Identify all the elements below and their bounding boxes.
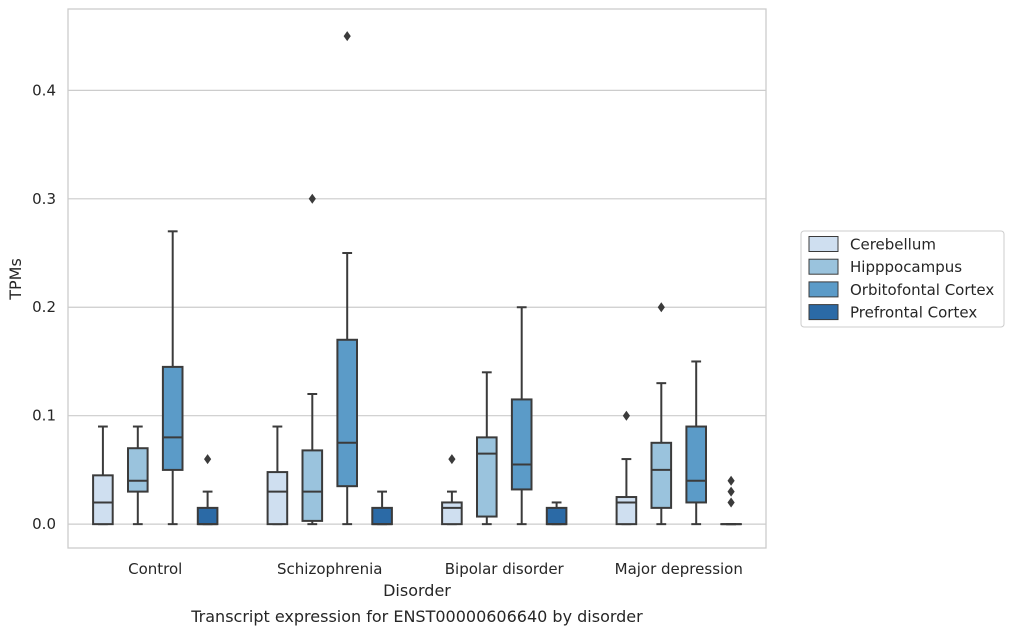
outlier-point bbox=[727, 486, 735, 497]
box-body bbox=[615, 496, 638, 526]
legend-swatch bbox=[808, 236, 839, 252]
box-body bbox=[650, 441, 673, 509]
legend-label: Hipppocampus bbox=[850, 258, 962, 276]
outlier-point bbox=[657, 302, 665, 313]
legend-swatch bbox=[808, 258, 839, 275]
outlier-point bbox=[343, 31, 351, 42]
box-1-2 bbox=[336, 31, 358, 526]
box-3-0 bbox=[615, 410, 638, 526]
box-body bbox=[371, 506, 393, 526]
box-body bbox=[301, 449, 324, 522]
box-1-0 bbox=[266, 425, 289, 526]
box-3-2 bbox=[685, 360, 708, 526]
box-body bbox=[92, 474, 114, 526]
box-0-3 bbox=[196, 454, 219, 526]
plot-area-frame bbox=[67, 8, 767, 549]
box-2-0 bbox=[441, 454, 463, 526]
outlier-point bbox=[727, 475, 735, 486]
box-2-1 bbox=[476, 371, 498, 526]
box-body bbox=[127, 447, 149, 493]
x-tick-label: Bipolar disorder bbox=[445, 560, 565, 578]
x-axis-title: Disorder bbox=[383, 581, 451, 600]
box-body bbox=[510, 398, 533, 491]
legend-label: Prefrontal Cortex bbox=[850, 304, 977, 322]
y-tick-label: 0.0 bbox=[32, 515, 56, 533]
box-body bbox=[196, 506, 219, 526]
x-tick-label: Control bbox=[128, 560, 182, 578]
box-body bbox=[336, 338, 358, 488]
box-body bbox=[545, 506, 568, 526]
legend: Cerebellum Hipppocampus Orbitofontal Corte… bbox=[800, 230, 1005, 328]
boxes bbox=[92, 31, 742, 526]
y-axis-title: TPMs bbox=[6, 258, 25, 301]
box-0-2 bbox=[161, 230, 184, 526]
x-tick-labels: Control Schizophrenia Bipolar disorder Majo… bbox=[128, 560, 743, 578]
box-2-3 bbox=[545, 501, 568, 526]
y-tick-label: 0.2 bbox=[32, 298, 56, 316]
y-tick-labels: 0.0 0.1 0.2 0.3 0.4 bbox=[32, 81, 56, 533]
x-tick-label: Major depression bbox=[615, 560, 743, 578]
outlier-point bbox=[308, 193, 316, 204]
gridlines bbox=[68, 89, 766, 525]
outlier-point bbox=[448, 454, 456, 465]
box-3-1 bbox=[650, 302, 673, 526]
box-body bbox=[161, 365, 184, 471]
box-2-2 bbox=[510, 306, 533, 526]
box-0-0 bbox=[92, 425, 114, 526]
legend-label: Cerebellum bbox=[850, 236, 936, 254]
y-tick-label: 0.3 bbox=[32, 190, 56, 208]
legend-frame bbox=[800, 230, 1005, 328]
box-body bbox=[685, 425, 708, 504]
outlier-point bbox=[622, 410, 630, 421]
legend-label: Orbitofontal Cortex bbox=[850, 281, 994, 299]
x-tick-label: Schizophrenia bbox=[277, 560, 382, 578]
box-0-1 bbox=[127, 425, 149, 526]
box-1-1 bbox=[301, 193, 324, 526]
box-body bbox=[441, 501, 463, 526]
y-tick-label: 0.4 bbox=[32, 81, 56, 99]
chart-caption: Transcript expression for ENST0000060664… bbox=[190, 607, 643, 626]
box-1-3 bbox=[371, 490, 393, 526]
outlier-point bbox=[727, 497, 735, 508]
box-3-3 bbox=[720, 475, 742, 526]
outlier-point bbox=[204, 454, 212, 465]
legend-swatch bbox=[808, 304, 839, 321]
y-tick-label: 0.1 bbox=[32, 407, 56, 425]
box-body bbox=[266, 471, 289, 526]
box-body bbox=[476, 436, 498, 518]
legend-swatch bbox=[808, 281, 839, 298]
